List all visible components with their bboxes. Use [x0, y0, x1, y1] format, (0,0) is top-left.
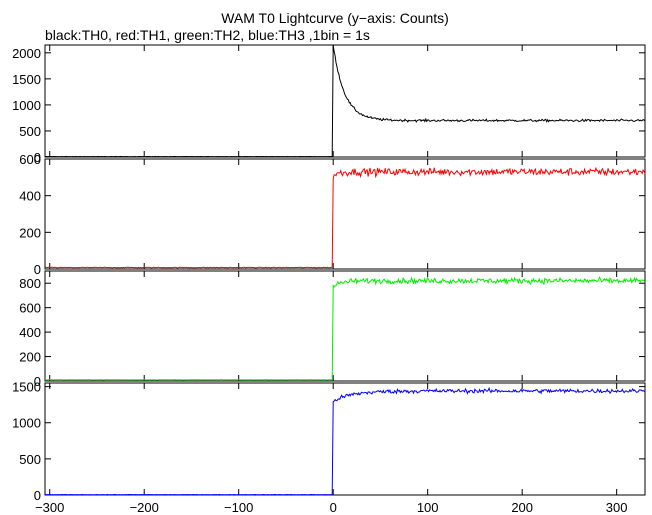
y-tick-label: 200 — [19, 350, 41, 365]
y-tick-label: 200 — [19, 225, 41, 240]
y-tick-label: 500 — [19, 452, 41, 467]
y-tick-label: 600 — [19, 301, 41, 316]
y-tick-label: 1000 — [12, 416, 41, 431]
x-tick-label: −200 — [130, 500, 159, 515]
y-tick-label: 0 — [34, 488, 41, 503]
chart-title: WAM T0 Lightcurve (y−axis: Counts) — [221, 10, 449, 26]
y-tick-label: 1500 — [12, 72, 41, 87]
y-tick-label: 1000 — [12, 98, 41, 113]
y-tick-label: 1500 — [12, 380, 41, 395]
y-tick-label: 500 — [19, 124, 41, 139]
x-tick-label: 0 — [330, 500, 337, 515]
panels-group: 0500100015002000020040060002004006008000… — [12, 44, 646, 515]
x-tick-label: −100 — [224, 500, 253, 515]
panel-th3: 0 500 1000 1500 — [12, 380, 646, 503]
panel-frame — [44, 270, 646, 382]
series-th3 — [44, 386, 646, 496]
series-th2 — [44, 276, 646, 381]
y-tick-label: 400 — [19, 189, 41, 204]
panel-frame — [44, 44, 646, 158]
y-tick-label: 0 — [34, 262, 41, 277]
panel-th2: 0 200 400 600 800 — [19, 270, 646, 389]
y-tick-label: 800 — [19, 276, 41, 291]
chart-subtitle: black:TH0, red:TH1, green:TH2, blue:TH3 … — [45, 27, 370, 43]
y-tick-label: 0 — [34, 374, 41, 389]
panel-frame — [44, 382, 646, 496]
x-tick-label: 200 — [511, 500, 533, 515]
series-th0 — [45, 44, 646, 158]
x-tick-label: 100 — [417, 500, 439, 515]
x-tick-label: 300 — [606, 500, 628, 515]
panel-th0: 0 500 1000 1500 2000 — [12, 44, 646, 165]
y-tick-label: 2000 — [12, 46, 41, 61]
x-tick-label: −300 — [35, 500, 64, 515]
y-tick-label: 400 — [19, 325, 41, 340]
y-tick-label: 600 — [19, 152, 41, 167]
panel-frame — [44, 158, 646, 270]
y-tick-label: 0 — [34, 150, 41, 165]
series-th1 — [44, 166, 646, 269]
panel-th1: 0 200 400 600 — [19, 152, 646, 277]
